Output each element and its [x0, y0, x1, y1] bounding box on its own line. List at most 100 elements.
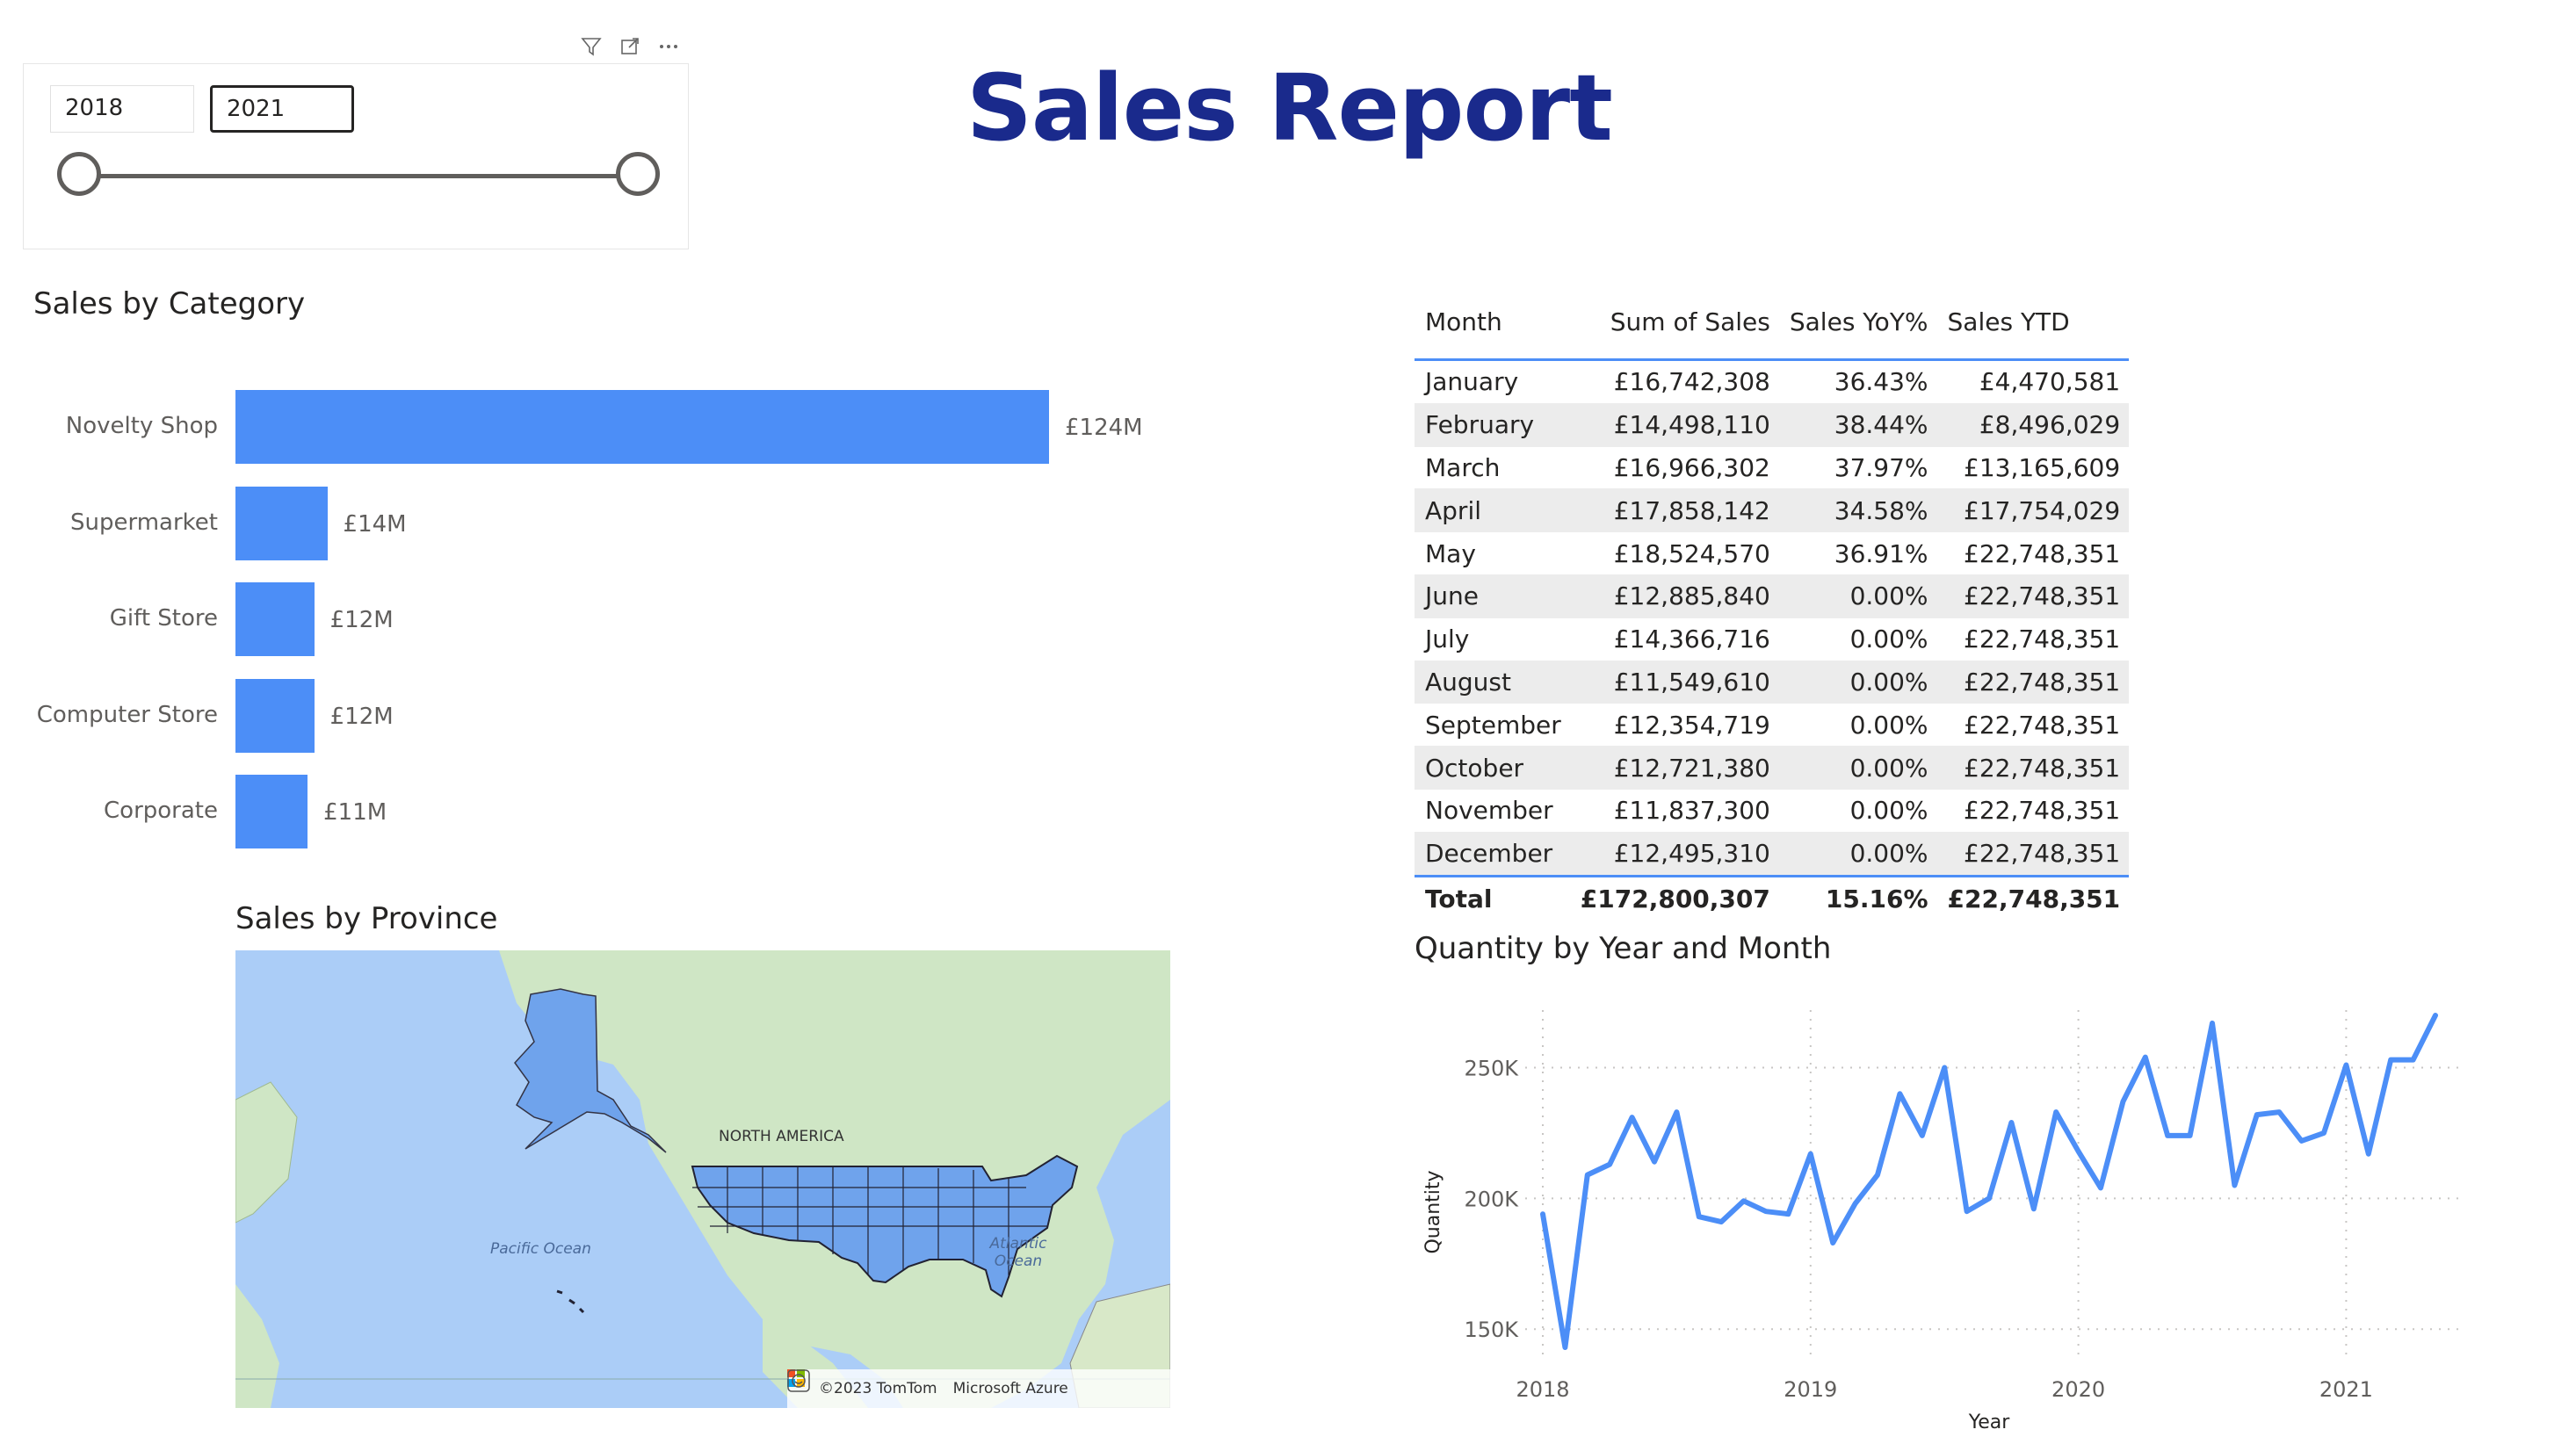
- focus-mode-icon[interactable]: [619, 36, 640, 61]
- cell-sales-ytd: £22,748,351: [1936, 661, 2130, 704]
- slicer-toolbar: [581, 36, 679, 61]
- start-year-input[interactable]: 2018: [50, 85, 194, 133]
- category-label: Gift Store: [109, 605, 218, 632]
- cell-sum-of-sales: £12,721,380: [1569, 746, 1779, 790]
- x-tick-label: 2021: [2319, 1377, 2373, 1402]
- table-row[interactable]: January £16,742,308 36.43% £4,470,581: [1415, 359, 2130, 404]
- table-row[interactable]: November £11,837,300 0.00% £22,748,351: [1415, 789, 2130, 833]
- cell-sales-yoy: 0.00%: [1778, 789, 1937, 833]
- column-header-month[interactable]: Month: [1415, 293, 1570, 361]
- category-bar[interactable]: [235, 582, 315, 656]
- total-sum-of-sales: £172,800,307: [1569, 874, 1779, 921]
- quantity-series-line[interactable]: [1540, 1013, 2438, 1350]
- column-header-sum-of-sales[interactable]: Sum of Sales: [1569, 293, 1779, 361]
- cell-month: September: [1415, 703, 1570, 747]
- quantity-line-chart: 150K 200K 250K 2018 2019 2020 2021 Quantity Year: [1422, 1010, 2460, 1432]
- cell-sales-yoy: 38.44%: [1778, 403, 1937, 447]
- table-row[interactable]: October £12,721,380 0.00% £22,748,351: [1415, 746, 2130, 790]
- end-year-input[interactable]: 2021: [210, 85, 354, 133]
- category-label: Supermarket: [70, 509, 218, 536]
- cell-sum-of-sales: £11,549,610: [1569, 661, 1779, 704]
- cell-month: August: [1415, 661, 1570, 704]
- table-row[interactable]: December £12,495,310 0.00% £22,748,351: [1415, 832, 2130, 877]
- tomtom-attribution: ©2023 TomTom: [819, 1380, 937, 1397]
- cell-sum-of-sales: £16,742,308: [1569, 359, 1779, 404]
- slider-handle-end[interactable]: [616, 152, 660, 196]
- cell-sales-yoy: 0.00%: [1778, 832, 1937, 877]
- slider-handle-start[interactable]: [57, 152, 101, 196]
- table-row[interactable]: June £12,885,840 0.00% £22,748,351: [1415, 574, 2130, 618]
- cell-sum-of-sales: £14,366,716: [1569, 617, 1779, 661]
- y-tick-label: 200K: [1464, 1187, 1519, 1211]
- alaska-region: [514, 988, 667, 1153]
- table-total-row: Total £172,800,307 15.16% £22,748,351: [1415, 874, 2130, 921]
- table-row[interactable]: August £11,549,610 0.00% £22,748,351: [1415, 661, 2130, 704]
- cell-sales-ytd: £17,754,029: [1936, 488, 2130, 533]
- category-chart-title: Sales by Category: [33, 286, 306, 321]
- x-axis-title: Year: [1968, 1412, 2011, 1432]
- total-sales-yoy: 15.16%: [1778, 874, 1937, 921]
- category-bar[interactable]: [235, 678, 315, 753]
- map-title: Sales by Province: [235, 901, 498, 936]
- table-row[interactable]: February £14,498,110 38.44% £8,496,029: [1415, 403, 2130, 447]
- y-tick-label: 150K: [1464, 1318, 1519, 1342]
- cell-sum-of-sales: £11,837,300: [1569, 789, 1779, 833]
- azure-label: Microsoft Azure: [952, 1380, 1068, 1397]
- cell-month: October: [1415, 746, 1570, 790]
- table-row[interactable]: April £17,858,142 34.58% £17,754,029: [1415, 488, 2130, 533]
- cell-month: November: [1415, 789, 1570, 833]
- cell-sum-of-sales: £12,354,719: [1569, 703, 1779, 747]
- table-row[interactable]: September £12,354,719 0.00% £22,748,351: [1415, 703, 2130, 747]
- cell-sum-of-sales: £16,966,302: [1569, 446, 1779, 490]
- cell-sales-yoy: 0.00%: [1778, 746, 1937, 790]
- cell-month: June: [1415, 574, 1570, 618]
- category-bar[interactable]: [235, 775, 308, 848]
- monthly-sales-table: Month Sum of Sales Sales YoY% Sales YTD …: [1415, 293, 2130, 921]
- category-label: Corporate: [104, 798, 218, 824]
- total-sales-ytd: £22,748,351: [1936, 874, 2130, 921]
- cell-sales-ytd: £22,748,351: [1936, 703, 2130, 747]
- column-header-sales-ytd[interactable]: Sales YTD: [1936, 293, 2130, 361]
- cell-sales-yoy: 0.00%: [1778, 661, 1937, 704]
- cell-sales-yoy: 0.00%: [1778, 703, 1937, 747]
- cell-sum-of-sales: £17,858,142: [1569, 488, 1779, 533]
- province-map[interactable]: NORTH AMERICA Pacific Ocean Atlantic Oce…: [235, 950, 1170, 1408]
- cell-sales-ytd: £22,748,351: [1936, 789, 2130, 833]
- x-tick-label: 2020: [2051, 1377, 2105, 1402]
- cell-sales-yoy: 36.91%: [1778, 531, 1937, 575]
- year-range-slicer: 2018 2021: [23, 38, 689, 249]
- bar-data-label: £12M: [329, 607, 394, 633]
- bar-data-label: £12M: [329, 703, 394, 730]
- table-row[interactable]: March £16,966,302 37.97% £13,165,609: [1415, 446, 2130, 490]
- cell-month: January: [1415, 359, 1570, 404]
- y-axis-title: Quantity: [1422, 1170, 1444, 1253]
- map-canvas: [235, 950, 1170, 1408]
- quantity-chart-title: Quantity by Year and Month: [1415, 931, 1832, 966]
- cell-sum-of-sales: £12,885,840: [1569, 574, 1779, 618]
- category-label: Computer Store: [36, 701, 218, 728]
- cell-sum-of-sales: £18,524,570: [1569, 531, 1779, 575]
- table-row[interactable]: May £18,524,570 36.91% £22,748,351: [1415, 531, 2130, 575]
- category-bar[interactable]: [235, 390, 1049, 464]
- cell-sum-of-sales: £12,495,310: [1569, 832, 1779, 877]
- table-row[interactable]: July £14,366,716 0.00% £22,748,351: [1415, 617, 2130, 661]
- table-header-row: Month Sum of Sales Sales YoY% Sales YTD: [1415, 293, 2130, 361]
- more-options-icon[interactable]: [658, 36, 679, 61]
- cell-month: July: [1415, 617, 1570, 661]
- filter-icon[interactable]: [581, 36, 602, 61]
- continent-label: NORTH AMERICA: [719, 1128, 844, 1145]
- cell-sales-ytd: £4,470,581: [1936, 359, 2130, 404]
- cell-month: May: [1415, 531, 1570, 575]
- pacific-ocean-label: Pacific Ocean: [490, 1240, 591, 1258]
- cell-month: March: [1415, 446, 1570, 490]
- cell-month: April: [1415, 488, 1570, 533]
- column-header-sales-yoy[interactable]: Sales YoY%: [1778, 293, 1937, 361]
- page-title: Sales Report: [966, 54, 1613, 162]
- cell-month: December: [1415, 832, 1570, 877]
- cell-month: February: [1415, 403, 1570, 447]
- cell-sales-ytd: £8,496,029: [1936, 403, 2130, 447]
- category-bar[interactable]: [235, 486, 328, 560]
- bar-data-label: £11M: [323, 799, 387, 826]
- slider-track[interactable]: [80, 174, 642, 178]
- y-tick-label: 250K: [1464, 1056, 1519, 1080]
